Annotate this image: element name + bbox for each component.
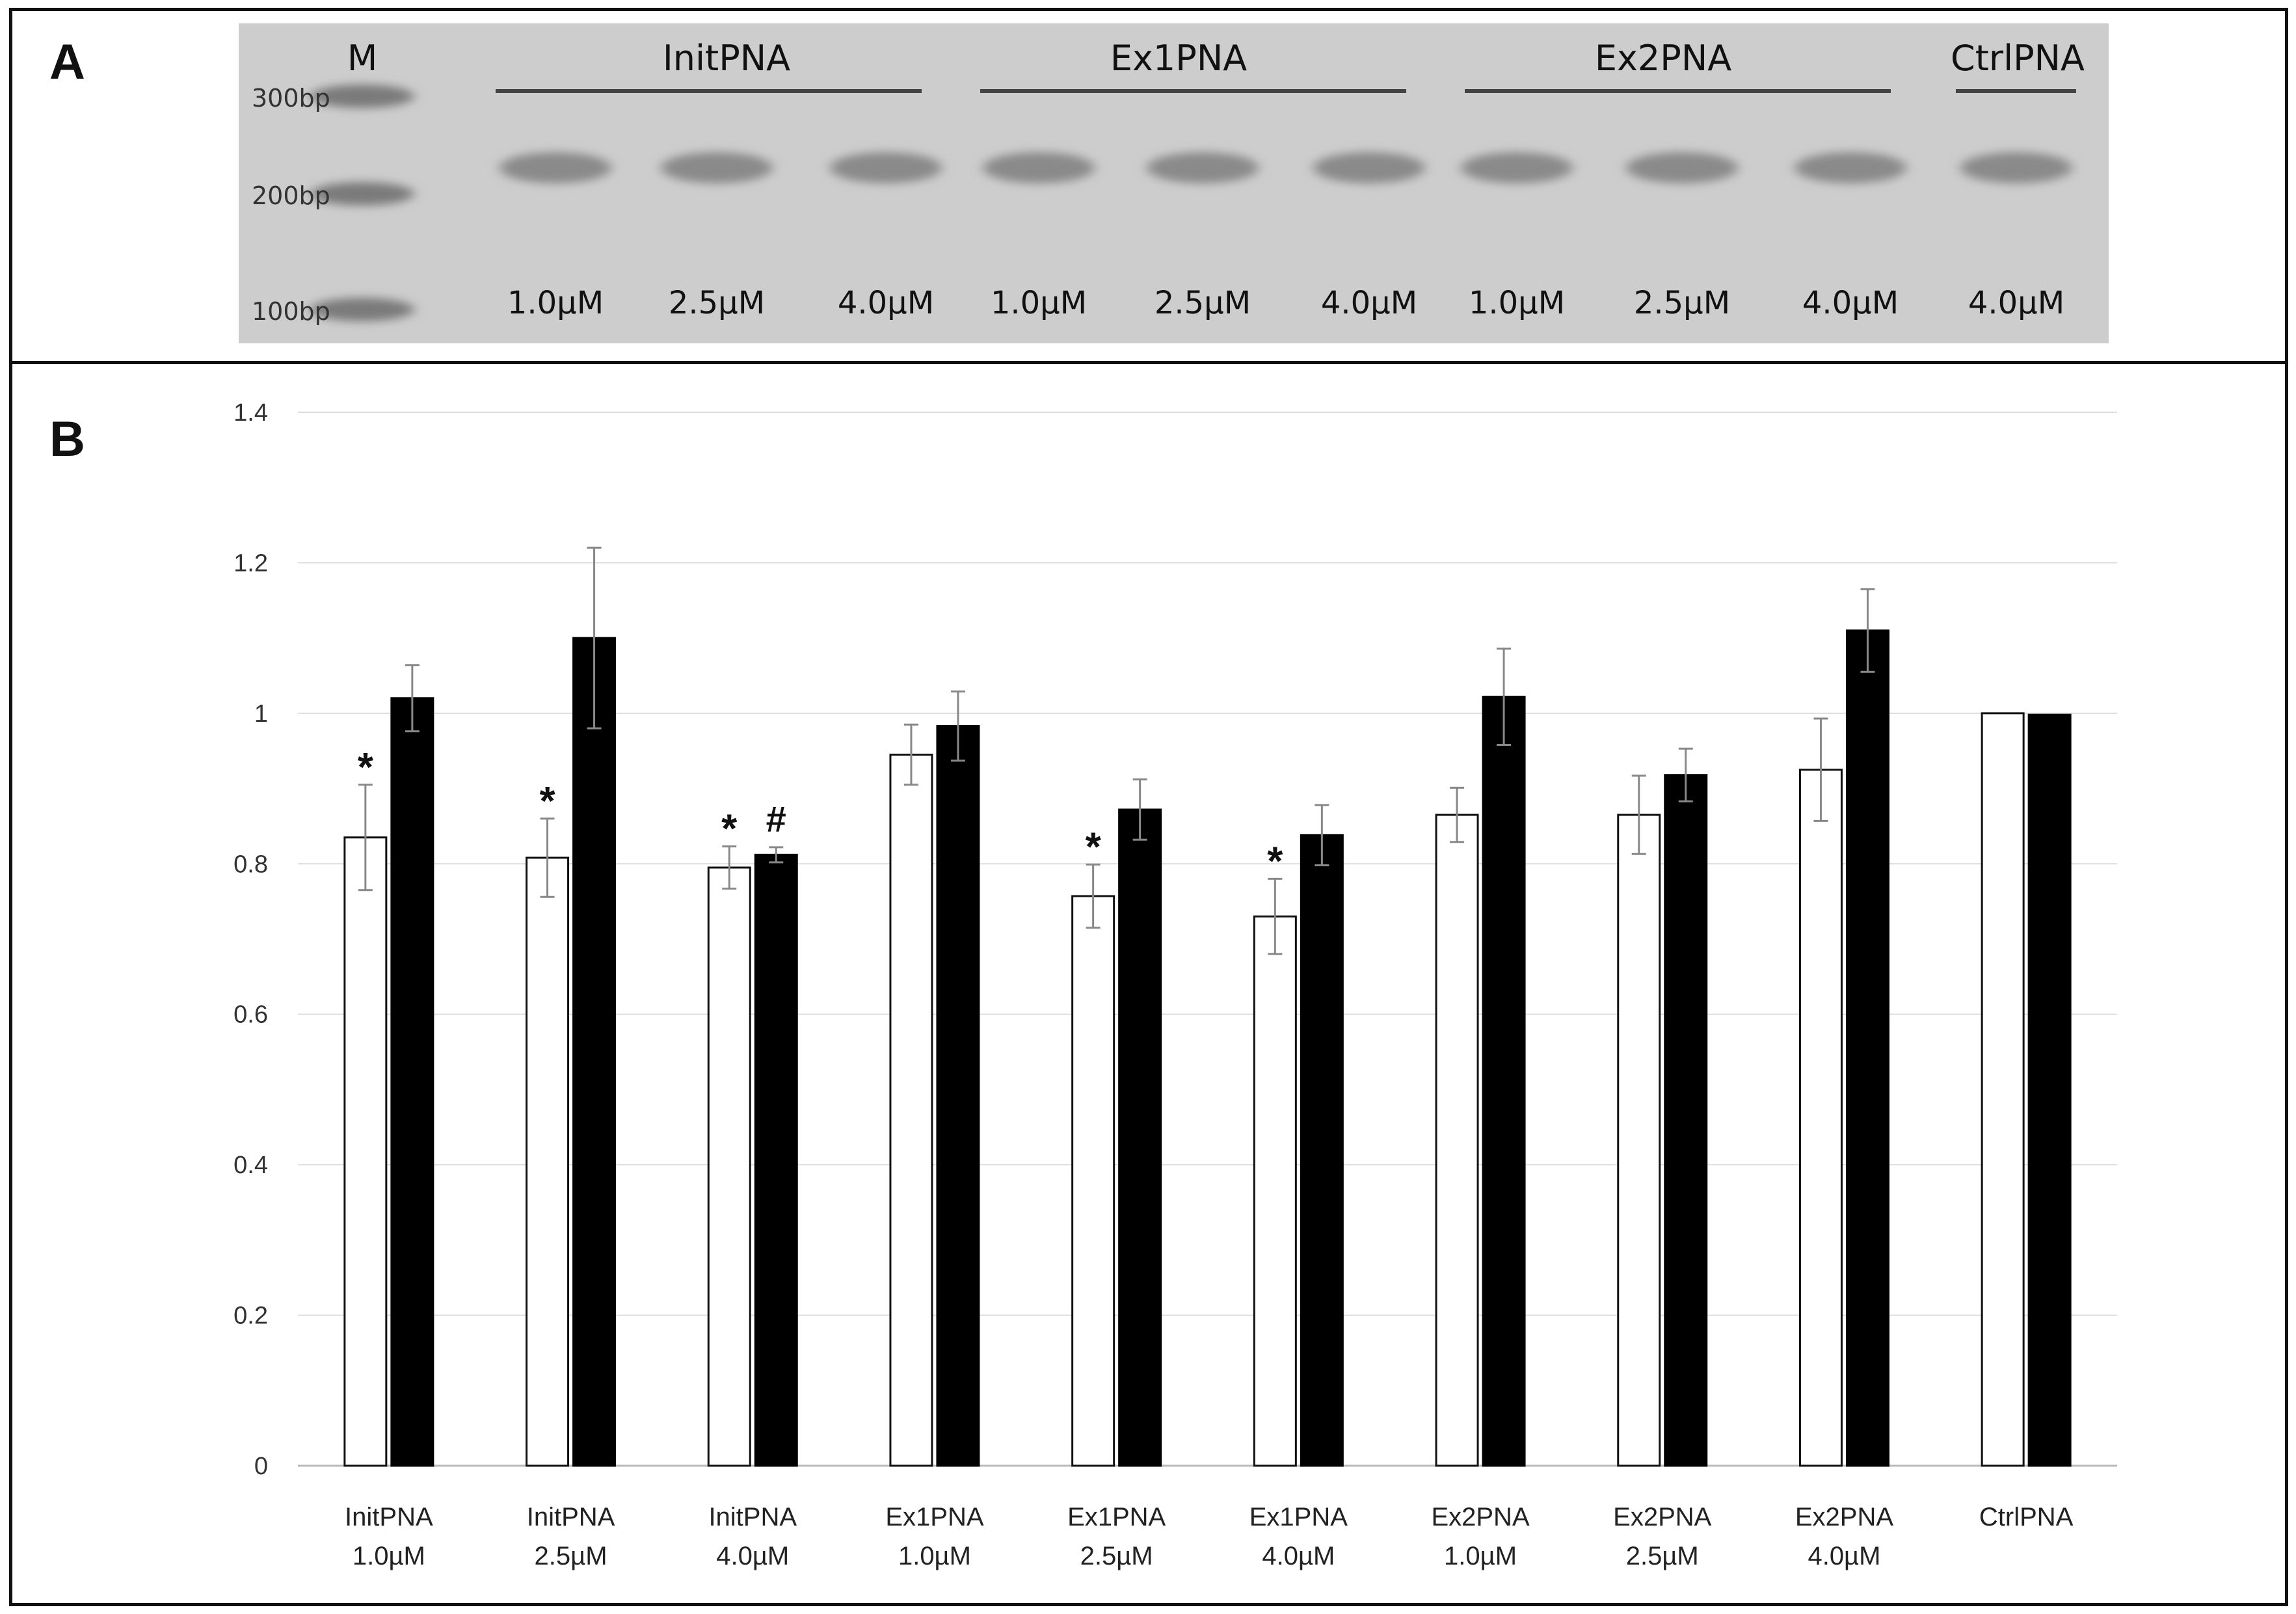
bar [1071,895,1115,1467]
panel-b-label: B [49,412,85,467]
marker-band [310,182,414,205]
bar [1798,769,1843,1467]
x-category-label: Ex1PNA [1249,1503,1348,1531]
gel-image: M 300bp 200bp 100bp InitPNA Ex1PNA Ex2PNA CtrlP… [239,23,2109,343]
figure-frame [9,8,2288,1606]
significance-marker: * [1086,825,1102,869]
marker-band [310,85,414,108]
lane-concentration: 2.5µM [1155,285,1251,321]
bar [889,754,933,1467]
x-category-sublabel: 4.0µM [1262,1542,1335,1570]
bar [526,856,570,1467]
gel-band [1795,152,1906,183]
lane-concentration: 4.0µM [1802,285,1899,321]
marker-label: M [347,38,378,79]
y-tick-label: 0.4 [234,1152,268,1179]
lane-concentration: 4.0µM [1321,285,1417,321]
x-category-sublabel: 4.0µM [716,1542,789,1570]
marker-band [310,298,414,321]
bar [1435,814,1479,1467]
bar [1981,712,2025,1467]
significance-marker: * [539,779,555,824]
significance-markers: * * * # * * [358,745,1284,884]
gel-band [1147,152,1259,183]
lane-concentration: 4.0µM [1968,285,2064,321]
gel-band [830,152,942,183]
x-category-label: InitPNA [708,1503,797,1531]
gel-group-label: Ex1PNA [1110,38,1247,79]
x-category-sublabel: 1.0µM [898,1542,971,1570]
gel-band [983,152,1095,183]
y-tick-label: 1.2 [234,549,268,577]
gel-svg: M 300bp 200bp 100bp InitPNA Ex1PNA Ex2PNA CtrlP… [239,23,2109,343]
x-category-label: Ex1PNA [885,1503,983,1531]
bars [343,629,2072,1467]
lane-concentration: 1.0µM [1469,285,1565,321]
bar [1253,915,1297,1467]
x-category-sublabel: 4.0µM [1808,1542,1880,1570]
bar [1300,834,1344,1467]
bar [1845,629,1889,1467]
gel-group-label: CtrlPNA [1951,38,2085,79]
lane-concentration: 1.0µM [507,285,604,321]
bar [2027,713,2072,1467]
panel-divider [9,361,2288,364]
bar [390,697,434,1467]
gel-band [1313,152,1425,183]
gel-band [1626,152,1738,183]
gel-group-label: Ex2PNA [1595,38,1731,79]
x-category-sublabel: 2.5µM [1080,1542,1153,1570]
bp-label: 200bp [252,181,330,210]
bp-label: 300bp [252,84,330,112]
x-category-sublabel: 2.5µM [1626,1542,1699,1570]
bar [754,853,798,1467]
y-tick-label: 0.8 [234,851,268,878]
lane-concentration: 1.0µM [991,285,1087,321]
lane-concentration: 2.5µM [1634,285,1730,321]
gel-band [1461,152,1573,183]
y-tick-label: 1.4 [234,399,268,427]
bar [707,866,751,1467]
lane-concentration: 2.5µM [669,285,765,321]
x-axis-labels: InitPNA 1.0µM InitPNA 2.5µM InitPNA 4.0µM Ex1P… [345,1503,2074,1570]
significance-marker: * [358,745,374,790]
y-tick-label: 1 [254,700,268,728]
bar [343,836,388,1467]
bar [1617,814,1661,1467]
bar [1118,808,1162,1467]
significance-marker: * [721,807,738,852]
bar [1664,774,1708,1467]
y-tick-label: 0.2 [234,1303,268,1330]
y-tick-label: 0 [254,1453,268,1480]
significance-marker: * [1267,839,1283,884]
lane-concentration: 4.0µM [838,285,934,321]
gel-background [239,23,2109,343]
bar [572,637,617,1467]
x-category-label: Ex2PNA [1795,1503,1893,1531]
significance-marker: # [766,799,786,840]
grid-lines [298,412,2117,1467]
bar [1482,695,1526,1467]
bp-label: 100bp [252,297,330,326]
x-category-sublabel: 1.0µM [1444,1542,1517,1570]
x-category-label: InitPNA [345,1503,433,1531]
panel-a-label: A [49,34,85,90]
gel-band [1960,152,2072,183]
gel-band [500,152,611,183]
x-category-sublabel: 2.5µM [535,1542,607,1570]
x-category-label: InitPNA [527,1503,615,1531]
gel-band [661,152,773,183]
x-category-label: Ex1PNA [1067,1503,1166,1531]
bar-chart: 0 0.2 0.4 0.6 0.8 1 1.2 1.4 * * * # * * InitPNA 1.0µM… [234,399,2117,1570]
x-category-label: CtrlPNA [1979,1503,2074,1531]
y-tick-label: 0.6 [234,1001,268,1029]
gel-group-label: InitPNA [663,38,790,79]
y-axis: 0 0.2 0.4 0.6 0.8 1 1.2 1.4 [234,399,268,1480]
error-bars [358,546,1875,955]
x-category-label: Ex2PNA [1431,1503,1529,1531]
x-category-sublabel: 1.0µM [353,1542,425,1570]
x-category-label: Ex2PNA [1613,1503,1711,1531]
bar [936,725,980,1467]
